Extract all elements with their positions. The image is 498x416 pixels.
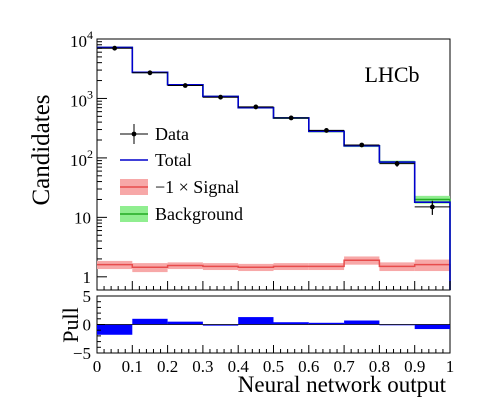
legend-label-1: Total [155, 150, 192, 170]
data-point-0 [112, 45, 118, 51]
signal-line [97, 259, 451, 290]
pull-bar-9 [414, 324, 450, 330]
pull-xtick-label-7: 0.7 [333, 357, 355, 376]
pull-bar-6 [308, 322, 345, 325]
main-ytick-label-1: 10 [74, 208, 91, 227]
legend-label-2: −1 × Signal [155, 177, 239, 197]
pull-ytick-label-1: 0 [83, 316, 92, 335]
data-point-7 [359, 142, 365, 148]
legend-data-marker [131, 131, 137, 137]
pull-bars [97, 317, 450, 335]
pull-y-axis-label: Pull [58, 307, 83, 342]
legend-label-0: Data [155, 124, 189, 144]
main-y-ticks: 1 10 102 103 104 [70, 28, 107, 287]
pull-bar-7 [344, 320, 380, 325]
pull-ytick-label-2: 5 [83, 287, 92, 306]
x-axis-label: Neural network output [238, 372, 447, 397]
pull-xtick-label-9: 0.9 [404, 357, 425, 376]
pull-bar-3 [202, 324, 239, 326]
main-ytick-label-4: 104 [70, 28, 93, 51]
data-point-1 [147, 70, 153, 76]
main-ytick-label-3: 103 [70, 87, 93, 110]
main-ytick-label-0: 1 [83, 268, 92, 287]
pull-xtick-label-3: 0.3 [192, 357, 213, 376]
pull-ytick-label-0: −5 [73, 344, 91, 363]
legend-label-3: Background [155, 204, 243, 224]
main-ytick-label-2: 102 [70, 147, 93, 170]
pull-xtick-label-2: 0.2 [157, 357, 178, 376]
pull-bar-4 [238, 317, 274, 325]
pull-bar-1 [132, 318, 168, 325]
pull-panel: −505 0 0.1 0.2 0.3 0.4 0.5 0.6 0.7 0.8 0.9 1 Pull … [58, 287, 454, 397]
pull-bar-5 [273, 322, 309, 325]
data-point-5 [288, 115, 294, 121]
pull-xtick-label-4: 0.4 [228, 357, 250, 376]
lhcb-annotation: LHCb [365, 62, 420, 87]
pull-xtick-label-8: 0.8 [369, 357, 390, 376]
pull-xtick-label-0: 0 [93, 357, 102, 376]
main-panel: 1 10 102 103 104 Candidates LHCb Data Total −1… [28, 28, 451, 291]
data-point-6 [324, 128, 329, 133]
pull-xtick-label-5: 0.5 [263, 357, 284, 376]
pull-xtick-label-6: 0.6 [298, 357, 319, 376]
legend: Data Total −1 × Signal Background [120, 124, 243, 224]
pull-x-ticks: 0 0.1 0.2 0.3 0.4 0.5 0.6 0.7 0.8 0.9 1 [93, 345, 455, 376]
pull-xtick-label-10: 1 [446, 357, 455, 376]
y-axis-label: Candidates [28, 94, 55, 205]
data-point-8 [394, 161, 400, 167]
data-point-2 [182, 83, 188, 88]
data-point-9 [429, 204, 435, 210]
pull-xtick-label-1: 0.1 [122, 357, 143, 376]
pull-bar-0 [97, 324, 133, 335]
main-x-ticks [96, 281, 451, 290]
pull-bar-2 [167, 321, 203, 325]
data-points [97, 45, 450, 215]
data-point-4 [253, 104, 259, 110]
data-point-3 [218, 94, 223, 100]
